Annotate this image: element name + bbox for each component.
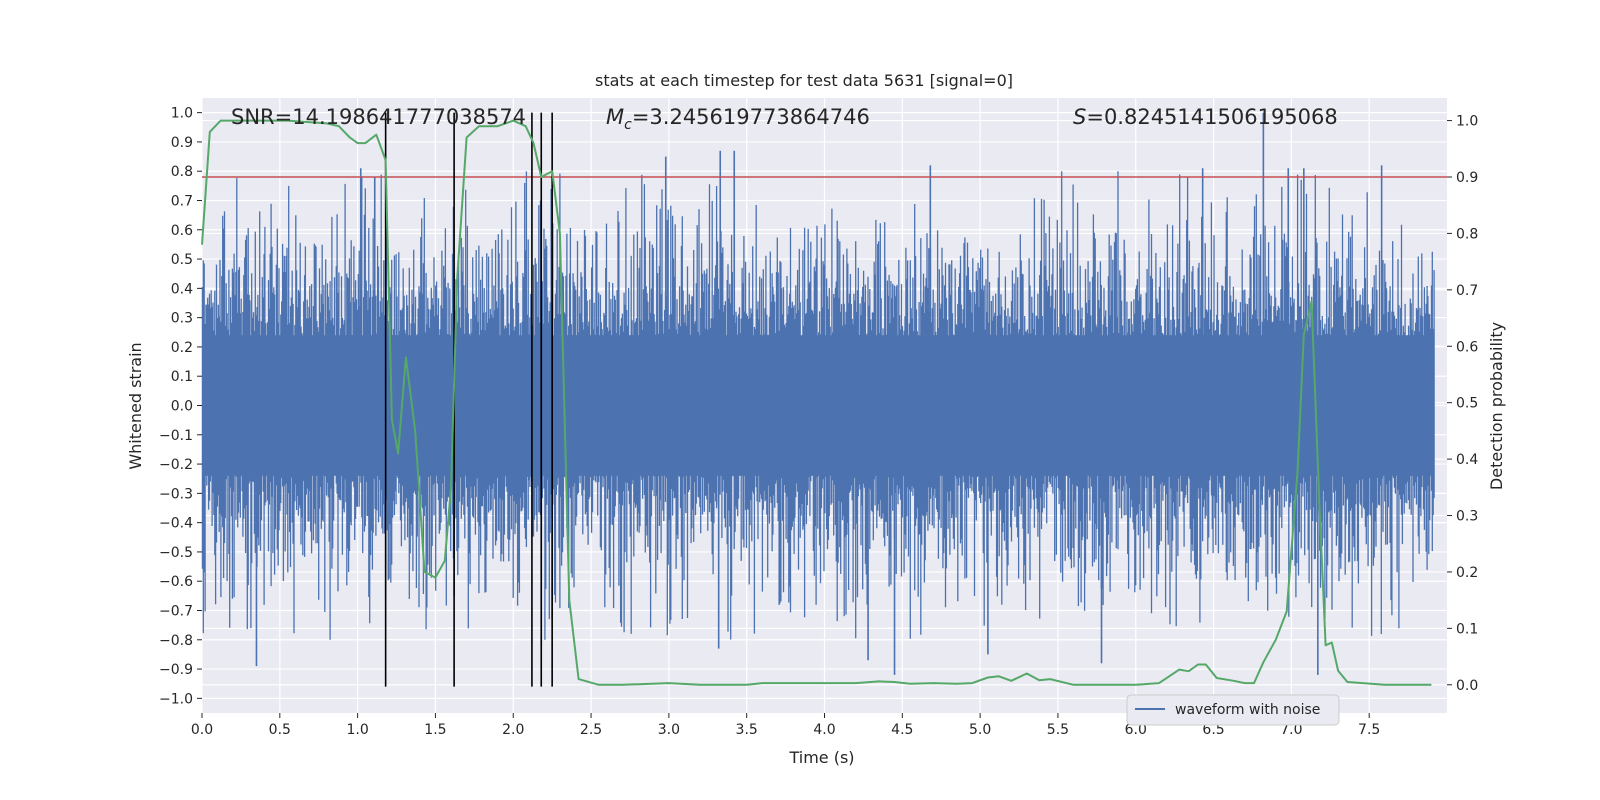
y-tick-label-right: 0.8 xyxy=(1456,226,1478,242)
y-tick-label-left: 0.8 xyxy=(171,164,193,180)
x-tick-label: 7.5 xyxy=(1358,722,1380,738)
y-tick-label-left: −0.7 xyxy=(159,604,193,620)
y-tick-label-left: −0.4 xyxy=(159,516,193,532)
vertical-markers xyxy=(384,112,553,687)
x-tick-label: 1.5 xyxy=(424,722,446,738)
x-tick-label: 6.5 xyxy=(1202,722,1224,738)
y-axis-label-right: Detection probability xyxy=(1487,322,1506,490)
y-tick-label-left: −0.6 xyxy=(159,574,193,590)
y-tick-label-left: −0.5 xyxy=(159,545,193,561)
snr-annotation: SNR=14.198641777038574 xyxy=(231,105,526,129)
noise-core xyxy=(202,335,1435,476)
y-tick-label-left: 0.0 xyxy=(171,399,193,415)
y-tick-label-left: −0.8 xyxy=(159,633,193,649)
y-tick-label-left: −0.1 xyxy=(159,428,193,444)
y-tick-label-right: 0.0 xyxy=(1456,678,1478,694)
y-tick-label-left: 0.1 xyxy=(171,369,193,385)
y-tick-label-right: 0.7 xyxy=(1456,283,1478,299)
x-tick-label: 5.0 xyxy=(969,722,991,738)
y-tick-label-right: 0.2 xyxy=(1456,565,1478,581)
ticks: 0.0 0.5 1.0 1.5 2.0 2.5 3.0 3.5 4.0 4.5 5.0 5.5 6.0 6… xyxy=(159,106,1478,738)
y-tick-label-left: 0.2 xyxy=(171,340,193,356)
y-tick-label-right: 1.0 xyxy=(1456,114,1478,130)
x-tick-label: 7.0 xyxy=(1280,722,1302,738)
x-tick-label: 0.0 xyxy=(191,722,213,738)
y-tick-label-left: 0.9 xyxy=(171,135,193,151)
y-tick-label-left: −0.3 xyxy=(159,486,193,502)
y-tick-label-right: 0.1 xyxy=(1456,621,1478,637)
x-tick-label: 4.0 xyxy=(813,722,835,738)
x-tick-label: 3.5 xyxy=(736,722,758,738)
y-tick-label-left: 0.6 xyxy=(171,223,193,239)
x-tick-label: 1.0 xyxy=(346,722,368,738)
y-tick-label-left: 0.3 xyxy=(171,311,193,327)
legend-box xyxy=(1126,694,1340,726)
x-tick-label: 0.5 xyxy=(269,722,291,738)
x-tick-label: 6.0 xyxy=(1125,722,1147,738)
chirp-mass-annotation: Mc=3.245619773864746 xyxy=(606,105,870,133)
y-tick-label-right: 0.3 xyxy=(1456,509,1478,525)
y-tick-label-left: 0.5 xyxy=(171,252,193,268)
y-tick-label-left: 0.7 xyxy=(171,194,193,210)
y-tick-label-right: 0.9 xyxy=(1456,170,1478,186)
chirp-mass-symbol: M xyxy=(606,105,624,129)
legend: waveform with noise xyxy=(1126,694,1340,726)
noise-series xyxy=(201,112,1435,675)
s-annotation: S=0.8245141506195068 xyxy=(1073,105,1338,129)
probability-series xyxy=(201,119,1432,686)
y-tick-label-left: −0.2 xyxy=(159,457,193,473)
x-tick-label: 4.5 xyxy=(891,722,913,738)
chart-title: stats at each timestep for test data 563… xyxy=(595,71,1013,90)
y-tick-label-right: 0.6 xyxy=(1456,339,1478,355)
s-symbol: S xyxy=(1073,105,1086,129)
x-tick-label: 3.0 xyxy=(658,722,680,738)
x-tick-label: 2.0 xyxy=(502,722,524,738)
y-tick-label-right: 0.5 xyxy=(1456,396,1478,412)
probability-line xyxy=(201,119,1432,686)
y-tick-label-left: −1.0 xyxy=(159,691,193,707)
chirp-mass-value: =3.245619773864746 xyxy=(632,105,870,129)
s-value: =0.8245141506195068 xyxy=(1086,105,1337,129)
x-tick-label: 2.5 xyxy=(580,722,602,738)
x-tick-label: 5.5 xyxy=(1047,722,1069,738)
y-tick-label-left: 1.0 xyxy=(171,106,193,122)
y-axis-label-left: Whitened strain xyxy=(126,342,145,469)
chirp-mass-subscript: c xyxy=(624,117,632,133)
y-tick-label-left: 0.4 xyxy=(171,281,193,297)
y-tick-label-right: 0.4 xyxy=(1456,452,1478,468)
legend-label: waveform with noise xyxy=(1175,702,1320,718)
y-tick-label-left: −0.9 xyxy=(159,662,193,678)
x-axis-label: Time (s) xyxy=(788,748,854,767)
